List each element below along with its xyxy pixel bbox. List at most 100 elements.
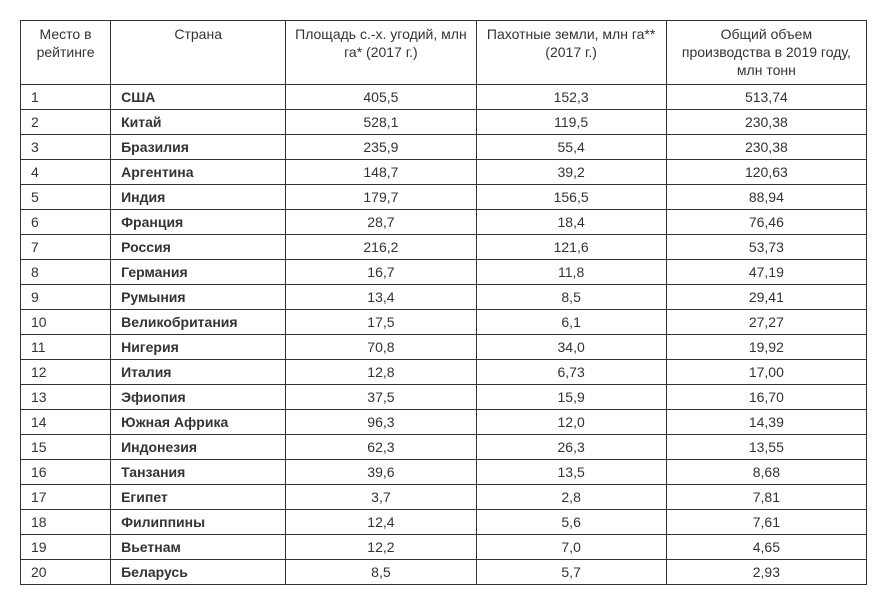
cell-area: 528,1: [286, 109, 476, 134]
cell-country: Румыния: [111, 284, 286, 309]
cell-rank: 12: [21, 359, 111, 384]
cell-area: 235,9: [286, 134, 476, 159]
cell-country: Германия: [111, 259, 286, 284]
cell-country: Бразилия: [111, 134, 286, 159]
cell-area: 12,4: [286, 509, 476, 534]
cell-country: Танзания: [111, 459, 286, 484]
table-row: 11Нигерия70,834,019,92: [21, 334, 867, 359]
cell-country: Египет: [111, 484, 286, 509]
cell-arable: 55,4: [476, 134, 666, 159]
table-row: 5Индия179,7156,588,94: [21, 184, 867, 209]
table-row: 10Великобритания17,56,127,27: [21, 309, 867, 334]
col-header-arable: Пахотные земли, млн га** (2017 г.): [476, 21, 666, 85]
cell-rank: 10: [21, 309, 111, 334]
cell-prod: 4,65: [666, 534, 866, 559]
table-row: 15Индонезия62,326,313,55: [21, 434, 867, 459]
table-row: 20Беларусь8,55,72,93: [21, 559, 867, 584]
cell-country: Россия: [111, 234, 286, 259]
table-row: 14Южная Африка96,312,014,39: [21, 409, 867, 434]
table-header: Место в рейтинге Страна Площадь с.-х. уг…: [21, 21, 867, 85]
cell-rank: 1: [21, 84, 111, 109]
table-header-row: Место в рейтинге Страна Площадь с.-х. уг…: [21, 21, 867, 85]
cell-arable: 152,3: [476, 84, 666, 109]
cell-prod: 16,70: [666, 384, 866, 409]
cell-arable: 6,73: [476, 359, 666, 384]
cell-rank: 15: [21, 434, 111, 459]
cell-area: 8,5: [286, 559, 476, 584]
cell-arable: 18,4: [476, 209, 666, 234]
cell-country: США: [111, 84, 286, 109]
cell-prod: 76,46: [666, 209, 866, 234]
table-row: 1США405,5152,3513,74: [21, 84, 867, 109]
col-header-rank: Место в рейтинге: [21, 21, 111, 85]
cell-prod: 27,27: [666, 309, 866, 334]
cell-prod: 17,00: [666, 359, 866, 384]
cell-prod: 29,41: [666, 284, 866, 309]
cell-area: 405,5: [286, 84, 476, 109]
cell-arable: 34,0: [476, 334, 666, 359]
cell-country: Великобритания: [111, 309, 286, 334]
cell-prod: 47,19: [666, 259, 866, 284]
cell-prod: 230,38: [666, 134, 866, 159]
cell-country: Индонезия: [111, 434, 286, 459]
cell-prod: 19,92: [666, 334, 866, 359]
cell-prod: 2,93: [666, 559, 866, 584]
table-row: 16Танзания39,613,58,68: [21, 459, 867, 484]
table-row: 8Германия16,711,847,19: [21, 259, 867, 284]
cell-arable: 11,8: [476, 259, 666, 284]
cell-country: Южная Африка: [111, 409, 286, 434]
table-row: 12Италия12,86,7317,00: [21, 359, 867, 384]
cell-prod: 53,73: [666, 234, 866, 259]
cell-area: 216,2: [286, 234, 476, 259]
cell-arable: 156,5: [476, 184, 666, 209]
col-header-country: Страна: [111, 21, 286, 85]
cell-rank: 13: [21, 384, 111, 409]
cell-arable: 39,2: [476, 159, 666, 184]
cell-country: Филиппины: [111, 509, 286, 534]
cell-area: 16,7: [286, 259, 476, 284]
cell-prod: 88,94: [666, 184, 866, 209]
table-row: 17Египет3,72,87,81: [21, 484, 867, 509]
cell-rank: 6: [21, 209, 111, 234]
cell-area: 13,4: [286, 284, 476, 309]
cell-rank: 2: [21, 109, 111, 134]
cell-area: 70,8: [286, 334, 476, 359]
cell-arable: 121,6: [476, 234, 666, 259]
cell-area: 148,7: [286, 159, 476, 184]
table-row: 13Эфиопия37,515,916,70: [21, 384, 867, 409]
cell-prod: 230,38: [666, 109, 866, 134]
cell-rank: 16: [21, 459, 111, 484]
cell-arable: 15,9: [476, 384, 666, 409]
cell-country: Аргентина: [111, 159, 286, 184]
cell-area: 96,3: [286, 409, 476, 434]
cell-country: Франция: [111, 209, 286, 234]
cell-area: 37,5: [286, 384, 476, 409]
cell-arable: 26,3: [476, 434, 666, 459]
cell-country: Индия: [111, 184, 286, 209]
table-body: 1США405,5152,3513,742Китай528,1119,5230,…: [21, 84, 867, 584]
cell-country: Вьетнам: [111, 534, 286, 559]
cell-prod: 13,55: [666, 434, 866, 459]
cell-area: 39,6: [286, 459, 476, 484]
cell-prod: 120,63: [666, 159, 866, 184]
cell-arable: 5,7: [476, 559, 666, 584]
cell-arable: 119,5: [476, 109, 666, 134]
cell-rank: 11: [21, 334, 111, 359]
cell-rank: 5: [21, 184, 111, 209]
cell-rank: 7: [21, 234, 111, 259]
cell-arable: 5,6: [476, 509, 666, 534]
cell-rank: 4: [21, 159, 111, 184]
cell-area: 28,7: [286, 209, 476, 234]
cell-prod: 7,61: [666, 509, 866, 534]
cell-rank: 18: [21, 509, 111, 534]
cell-country: Эфиопия: [111, 384, 286, 409]
table-row: 6Франция28,718,476,46: [21, 209, 867, 234]
cell-country: Беларусь: [111, 559, 286, 584]
cell-country: Нигерия: [111, 334, 286, 359]
cell-rank: 9: [21, 284, 111, 309]
cell-country: Китай: [111, 109, 286, 134]
cell-arable: 7,0: [476, 534, 666, 559]
cell-country: Италия: [111, 359, 286, 384]
table-row: 3Бразилия235,955,4230,38: [21, 134, 867, 159]
col-header-prod: Общий объем производства в 2019 году, мл…: [666, 21, 866, 85]
